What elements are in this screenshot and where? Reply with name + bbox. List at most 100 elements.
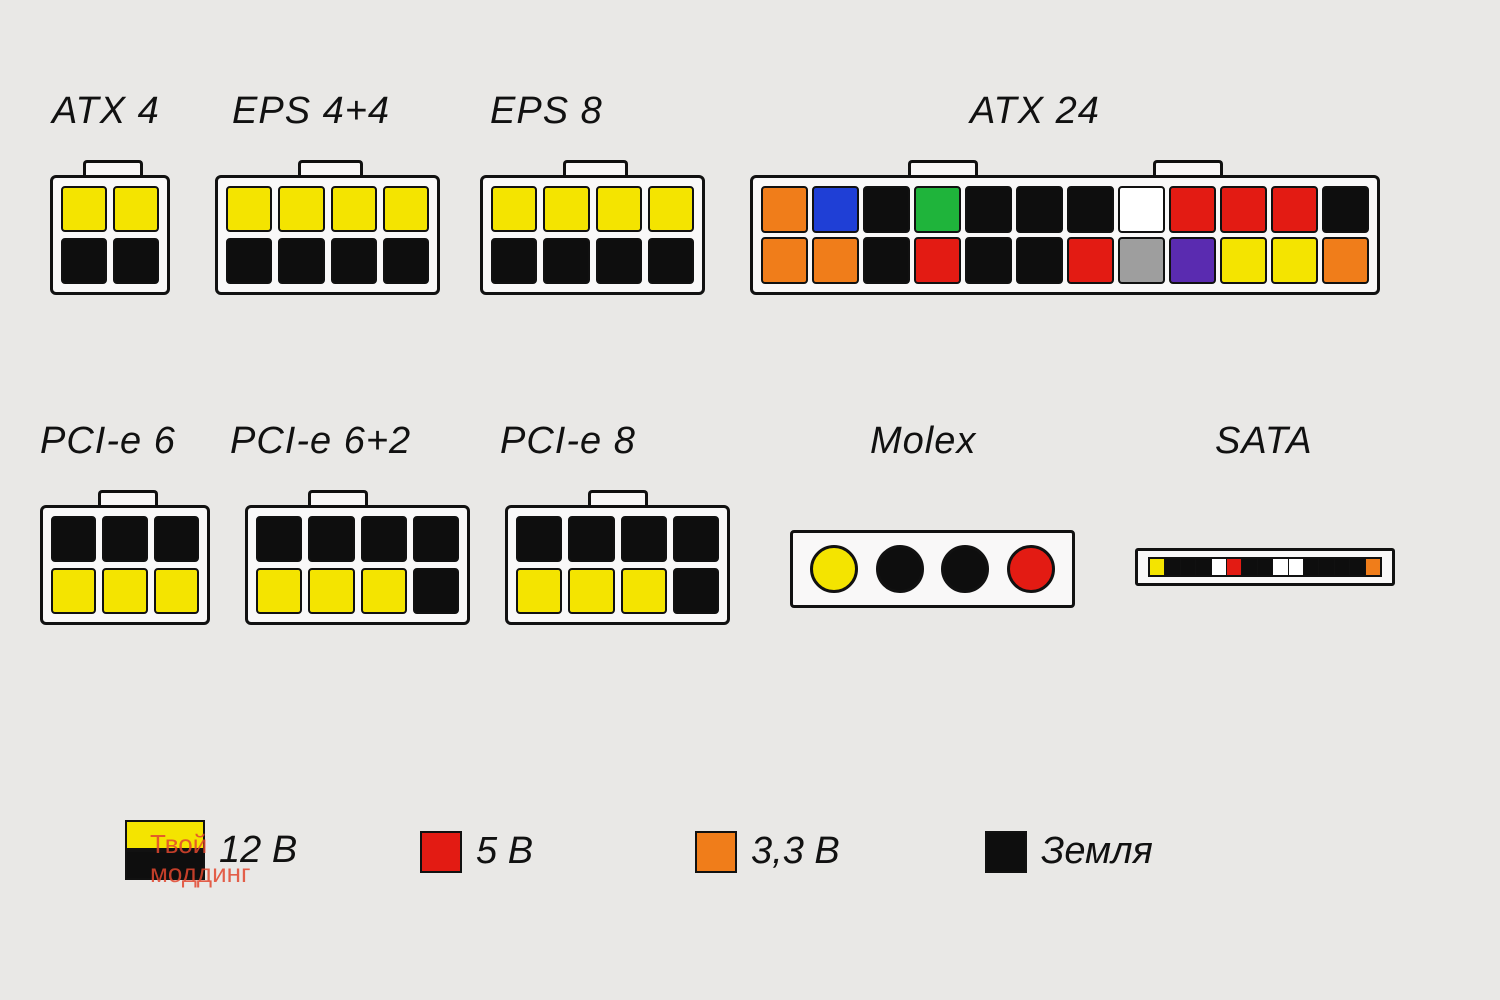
pin [965,186,1012,233]
pin [761,186,808,233]
pin [673,568,719,614]
pin [1220,237,1267,284]
pin [308,516,354,562]
pin [596,186,642,232]
watermark-line1: Твой [150,829,207,859]
pin [543,186,589,232]
pin [361,516,407,562]
pin [331,186,377,232]
connector-atx4 [50,175,170,295]
pin [1169,237,1216,284]
pin [1322,186,1369,233]
pin [812,237,859,284]
sata-pin [1273,559,1288,575]
pin [154,568,199,614]
pin [278,186,324,232]
swatch-5v [420,831,462,873]
sata-pin [1335,559,1350,575]
pin [914,237,961,284]
sata-pin [1227,559,1242,575]
pin [491,186,537,232]
sata-pin [1304,559,1319,575]
pin [102,516,147,562]
pin [154,516,199,562]
pin [51,516,96,562]
pin [568,568,614,614]
pin [863,186,910,233]
pin [331,238,377,284]
pin [361,568,407,614]
sata-pin [1181,559,1196,575]
title-atx4: ATX 4 [52,90,160,133]
pin [621,568,667,614]
pin [648,186,694,232]
pin [413,568,459,614]
connector-pcie62 [245,505,470,625]
pin [621,516,667,562]
pin [596,238,642,284]
pin [1016,186,1063,233]
sata-pin [1242,559,1257,575]
pin [1271,237,1318,284]
pin [278,238,324,284]
title-pcie8: PCI-e 8 [500,420,636,463]
pin [516,516,562,562]
title-pcie62: PCI-e 6+2 [230,420,411,463]
pin [61,238,107,284]
pin [383,186,429,232]
title-molex: Molex [870,420,976,463]
sata-pin [1212,559,1227,575]
pin [1271,186,1318,233]
connector-pcie8 [505,505,730,625]
pin [113,238,159,284]
watermark: Твой моддинг [150,830,250,887]
connector-eps44 [215,175,440,295]
legend-label-33v: 3,3 В [751,830,840,873]
molex-pin [1007,545,1055,593]
pin [308,568,354,614]
pin [1322,237,1369,284]
swatch-gnd [985,831,1027,873]
legend-label-gnd: Земля [1041,830,1153,873]
legend-label-5v: 5 В [476,830,533,873]
molex-pin [810,545,858,593]
sata-pin [1350,559,1365,575]
pin [1118,186,1165,233]
sata-pin [1258,559,1273,575]
title-pcie6: PCI-e 6 [40,420,176,463]
pin [761,237,808,284]
pin [226,238,272,284]
pin [516,568,562,614]
pin [568,516,614,562]
sata-pin [1289,559,1304,575]
sata-pin [1165,559,1180,575]
molex-pin [876,545,924,593]
legend-33v: 3,3 В [695,830,840,873]
connector-pcie6 [40,505,210,625]
swatch-33v [695,831,737,873]
pin [1067,237,1114,284]
pin [256,568,302,614]
pin [1067,186,1114,233]
title-eps8: EPS 8 [490,90,603,133]
title-atx24: ATX 24 [970,90,1100,133]
molex-pin [941,545,989,593]
title-eps44: EPS 4+4 [232,90,390,133]
pin [863,237,910,284]
sata-pin [1150,559,1165,575]
pin [812,186,859,233]
pin [1220,186,1267,233]
pin [491,238,537,284]
pin [1118,237,1165,284]
pin [1169,186,1216,233]
pin [543,238,589,284]
legend-5v: 5 В [420,830,533,873]
pin [113,186,159,232]
connector-molex [790,530,1075,608]
pin [673,516,719,562]
pin [648,238,694,284]
watermark-line2: моддинг [150,858,250,888]
sata-pin [1196,559,1211,575]
sata-pin [1319,559,1334,575]
title-sata: SATA [1215,420,1313,463]
